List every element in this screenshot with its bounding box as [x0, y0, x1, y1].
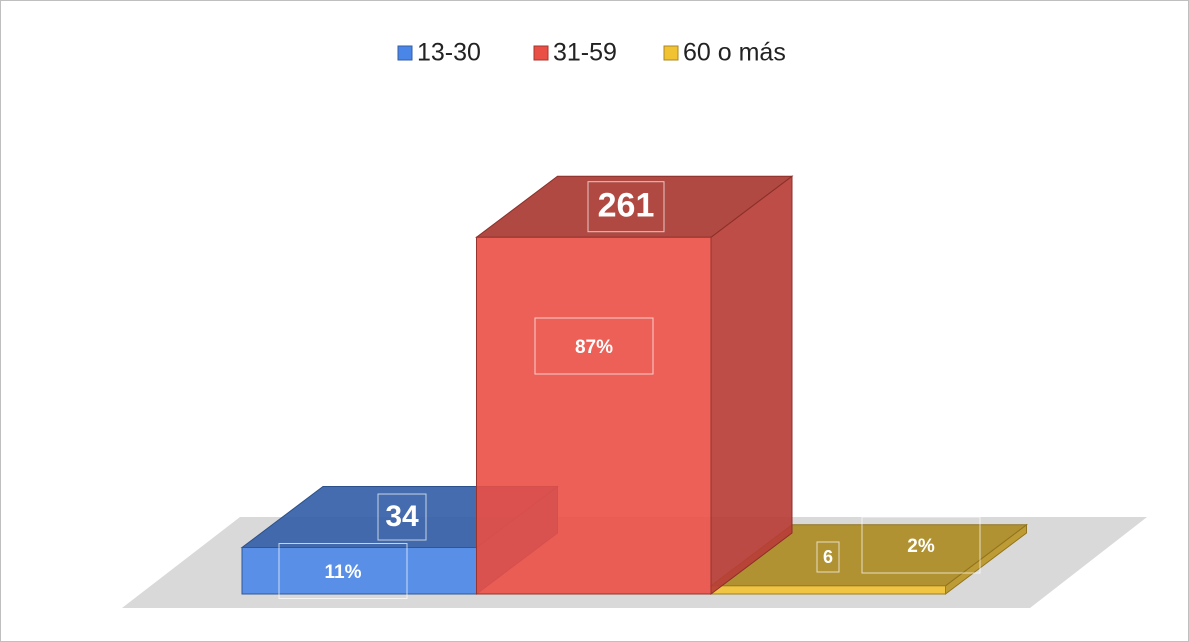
legend-label: 31-59	[553, 39, 617, 67]
value-label-box	[816, 541, 840, 573]
percent-label: 2%	[907, 536, 935, 557]
value-label-box	[587, 181, 665, 233]
value-label: 261	[598, 187, 655, 225]
bar-side	[710, 175, 793, 596]
percent-label: 87%	[575, 337, 613, 358]
bar-front	[710, 585, 946, 595]
legend-swatch	[533, 45, 549, 61]
legend-swatch	[397, 45, 413, 61]
value-label: 34	[385, 500, 419, 533]
percent-label: 11%	[325, 562, 362, 583]
value-label: 6	[823, 547, 833, 567]
legend-label: 13-30	[417, 39, 481, 67]
legend-label: 60 o más	[683, 39, 786, 67]
percent-label-box	[278, 543, 408, 599]
value-label-box	[377, 493, 427, 541]
legend-swatch	[663, 45, 679, 61]
bar-front	[476, 236, 712, 595]
bar-front	[241, 547, 477, 595]
percent-label-box	[861, 516, 981, 574]
percent-label-box	[534, 317, 654, 375]
